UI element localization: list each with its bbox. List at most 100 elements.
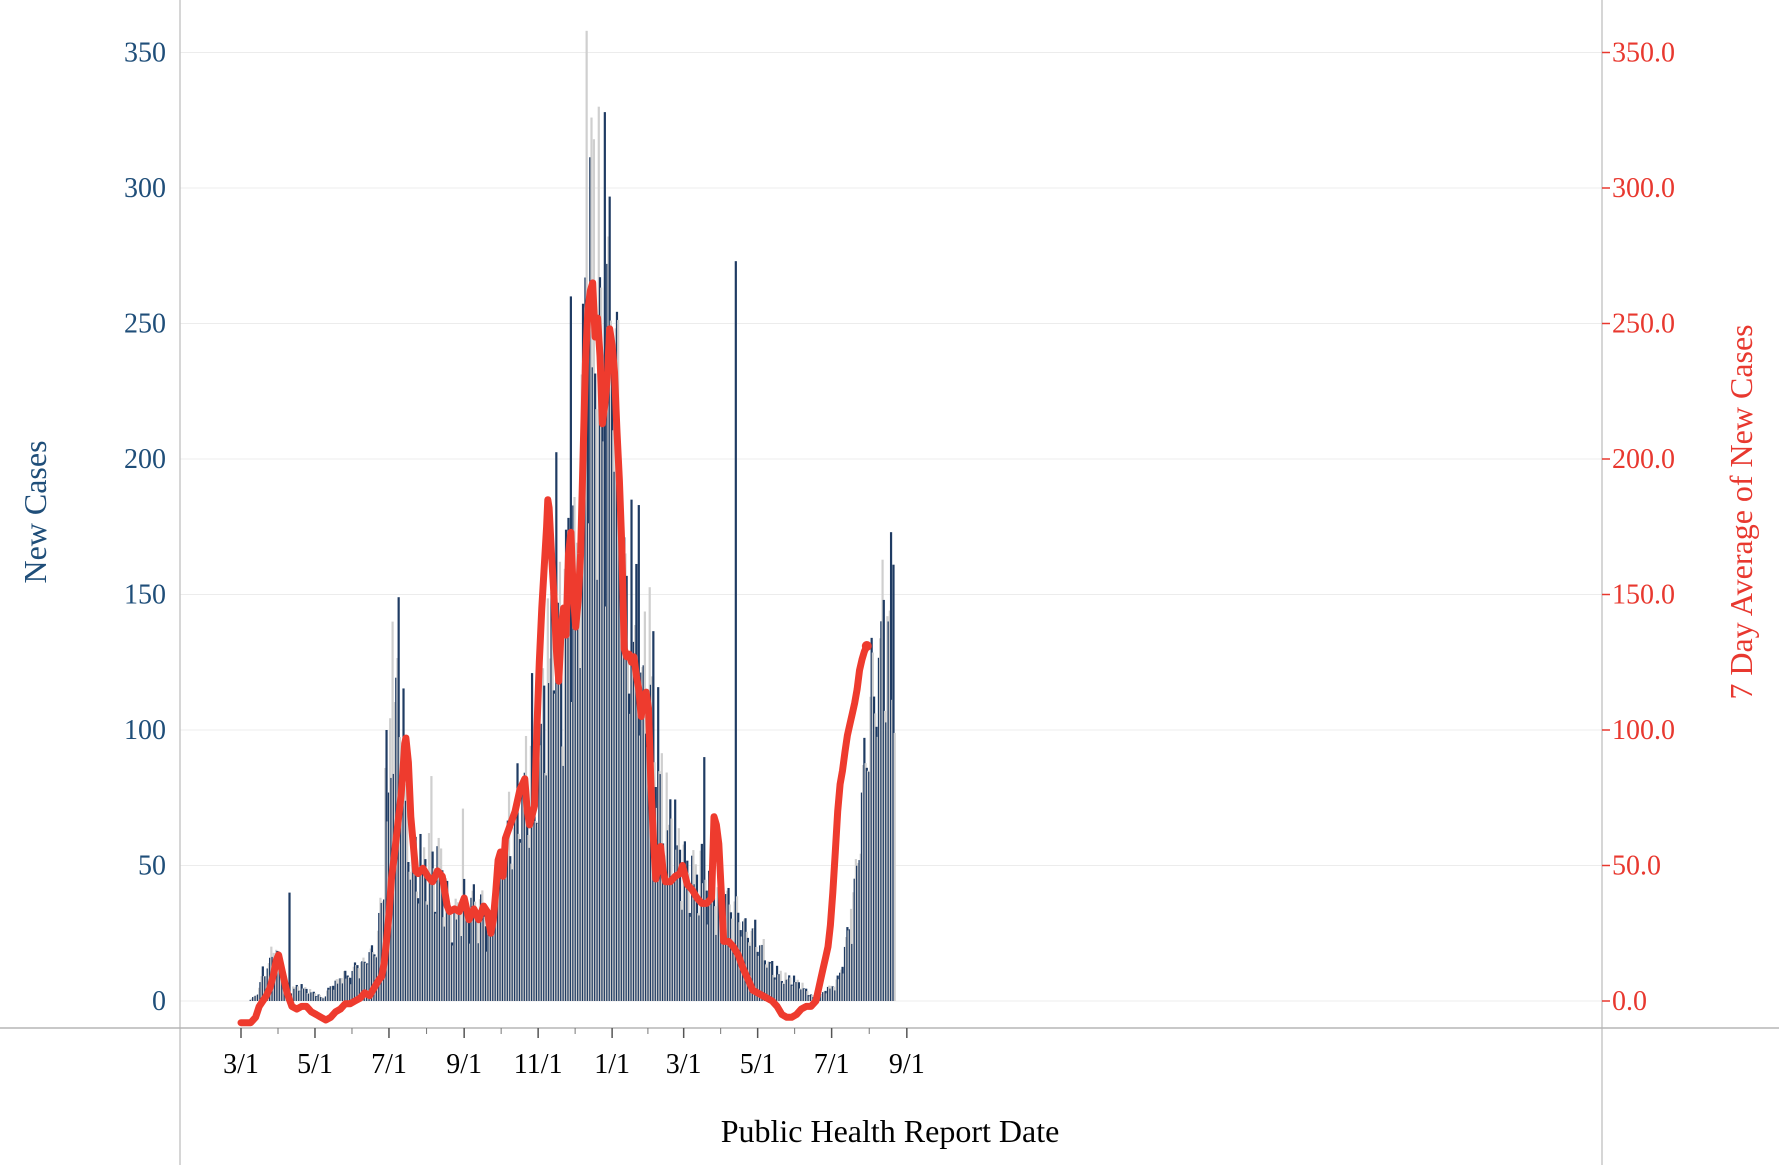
bar (630, 499, 633, 1001)
bar (480, 894, 483, 1001)
bar (705, 890, 708, 1001)
bar (631, 655, 634, 1001)
bar (292, 986, 295, 1001)
bar (404, 800, 408, 1001)
bar (355, 965, 358, 1001)
bar (330, 986, 334, 1001)
bar (309, 989, 312, 1001)
bar (534, 821, 537, 1001)
bar (450, 942, 454, 1001)
bar (748, 942, 751, 1001)
bar (310, 992, 313, 1001)
bar (800, 989, 803, 1001)
bar (692, 850, 695, 1001)
bar (691, 855, 694, 1001)
bar (370, 945, 374, 1001)
bar (569, 296, 572, 1001)
bar (828, 985, 831, 1001)
bar (604, 606, 608, 1001)
bar (775, 965, 779, 1001)
bar (258, 987, 261, 1001)
bar (441, 870, 444, 1001)
bar (731, 918, 734, 1001)
bar (336, 983, 340, 1001)
bar (504, 837, 507, 1001)
bar (601, 414, 604, 1001)
bar (825, 993, 828, 1001)
bar (860, 792, 864, 1001)
bar (611, 350, 614, 1002)
bar (598, 277, 602, 1002)
bar (862, 765, 865, 1001)
bar (749, 945, 752, 1001)
bar (363, 961, 366, 1001)
bar (276, 950, 279, 1001)
bar (773, 977, 776, 1001)
bar (595, 409, 598, 1001)
bar (609, 320, 612, 1001)
bar (454, 898, 457, 1001)
bar (771, 961, 774, 1001)
bar (306, 992, 309, 1001)
y-tick-label-right: 50.0 (1612, 851, 1661, 882)
bar (546, 598, 549, 1001)
bar (459, 911, 462, 1001)
bar (625, 575, 628, 1001)
bar (430, 776, 433, 1001)
bar (333, 989, 336, 1001)
bar (857, 863, 860, 1001)
bar (567, 517, 570, 1001)
bar (256, 994, 260, 1001)
bar (880, 621, 883, 1001)
bar (835, 979, 838, 1001)
x-tick-label: 11/1 (514, 1049, 563, 1080)
bar (795, 982, 798, 1001)
bar (756, 951, 759, 1001)
bar (418, 903, 421, 1001)
bar (416, 898, 420, 1001)
bar (832, 986, 836, 1001)
bar (686, 860, 689, 1001)
bar (768, 962, 771, 1001)
bar (889, 532, 893, 1001)
bar (602, 441, 605, 1001)
bar (419, 833, 422, 1001)
bar (535, 822, 539, 1001)
bar (626, 655, 629, 1001)
bar (618, 446, 621, 1001)
bar (438, 872, 441, 1001)
bar (481, 890, 484, 1001)
bar (466, 912, 469, 1001)
bar (823, 991, 826, 1001)
bar (563, 568, 566, 1001)
bar (464, 911, 467, 1001)
bar (875, 726, 878, 1001)
bar (774, 979, 777, 1001)
bar (722, 913, 725, 1001)
bar (694, 864, 697, 1001)
bar (321, 997, 324, 1001)
bar (597, 106, 600, 1001)
bar (458, 906, 461, 1001)
bar (566, 611, 569, 1001)
bar (324, 996, 327, 1001)
bar (437, 837, 440, 1001)
bar (338, 978, 341, 1001)
y-tick-label-left: 200 (124, 444, 166, 475)
bar (590, 117, 593, 1002)
bar (608, 196, 611, 1001)
bar (603, 112, 606, 1002)
bar (682, 844, 685, 1001)
bar (594, 373, 597, 1001)
bar (628, 693, 631, 1001)
bar (654, 787, 657, 1001)
bar (606, 263, 609, 1001)
x-tick-label: 3/1 (666, 1049, 702, 1080)
bar (695, 874, 699, 1001)
bar (845, 937, 848, 1001)
bar (613, 471, 616, 1001)
bar (549, 658, 552, 1001)
bar (435, 913, 438, 1001)
